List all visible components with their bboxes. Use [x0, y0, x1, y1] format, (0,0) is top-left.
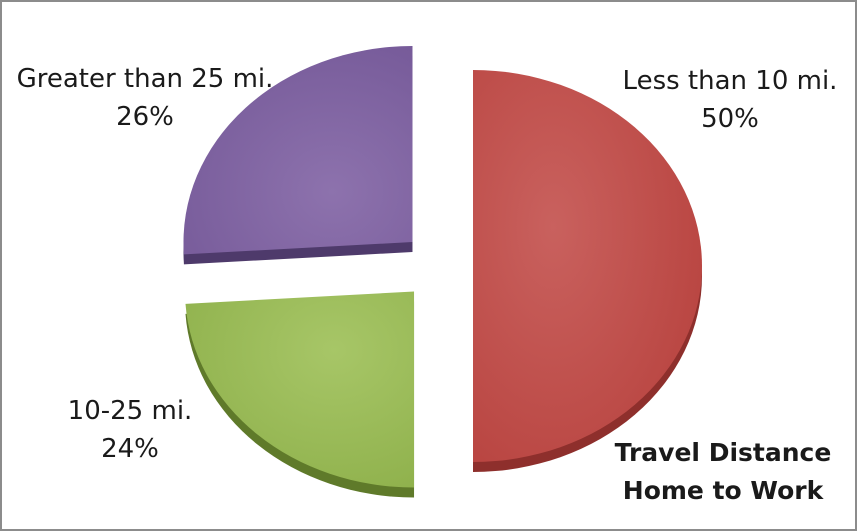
slice-label-greater-than-25: Greater than 25 mi. 26%: [0, 60, 290, 136]
chart-title-line-2: Home to Work: [622, 476, 824, 505]
slice-percent-less-than-10: 50%: [701, 104, 759, 134]
slice-name-less-than-10: Less than 10 mi.: [622, 66, 838, 96]
slice-label-less-than-10: Less than 10 mi. 50%: [610, 62, 850, 138]
slice-percent-greater-than-25: 26%: [116, 102, 174, 132]
slice-percent-10-25: 24%: [101, 434, 159, 464]
slice-greater-than-25: [183, 46, 413, 255]
slice-label-10-25: 10-25 mi. 24%: [40, 392, 220, 468]
slice-10-25: [185, 291, 415, 488]
slice-name-greater-than-25: Greater than 25 mi.: [16, 64, 274, 94]
slice-name-10-25: 10-25 mi.: [67, 396, 193, 426]
slice-less-than-10: [473, 70, 702, 462]
chart-title-line-1: Travel Distance: [614, 438, 832, 467]
chart-title: Travel Distance Home to Work: [598, 434, 848, 510]
